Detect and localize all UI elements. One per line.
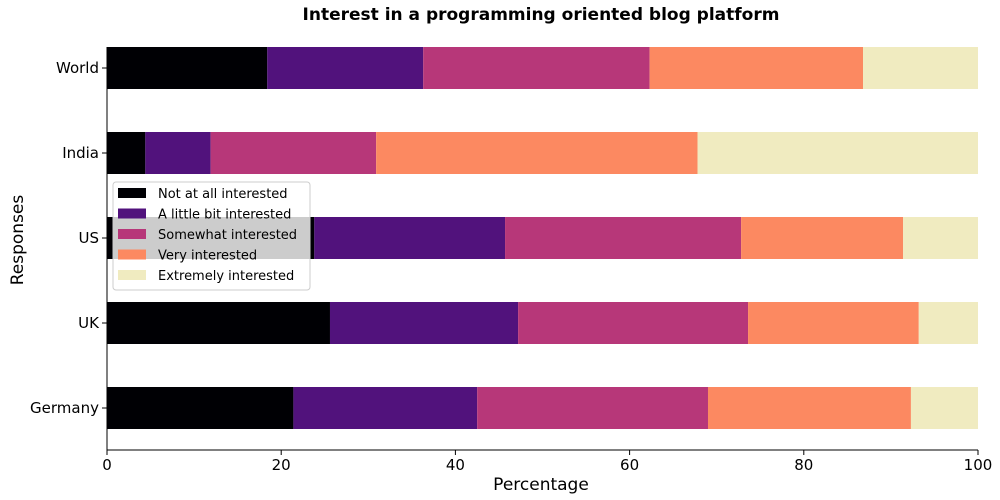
x-ticks-group: 0 20 40 60 80 100: [102, 450, 992, 474]
bar-uk-series-1: [107, 302, 330, 344]
bar-germany-series-1: [107, 387, 294, 429]
axes-group: [106, 47, 978, 451]
bar-world-series-1: [107, 47, 268, 89]
legend-label: Somewhat interested: [158, 228, 297, 243]
y-tick-label-us: US: [78, 229, 99, 247]
legend-label: Very interested: [158, 249, 257, 264]
x-tick-label: 40: [446, 456, 465, 474]
y-tick-label-uk: UK: [78, 314, 100, 332]
bar-world-series-2: [267, 47, 424, 89]
bar-india-series-1: [107, 132, 146, 174]
y-axis-label: Responses: [8, 195, 28, 286]
y-tick-label-world: World: [56, 59, 99, 77]
bar-india-series-2: [145, 132, 211, 174]
bar-uk-series-2: [329, 302, 519, 344]
bar-uk-series-5: [918, 302, 978, 344]
legend-label: Not at all interested: [158, 187, 288, 202]
legend-swatch: [118, 229, 146, 239]
bar-world-series-5: [863, 47, 978, 89]
legend-frame: [112, 181, 311, 291]
bar-india-series-4: [376, 132, 698, 174]
bars-group: [107, 47, 978, 429]
bar-uk-series-3: [518, 302, 749, 344]
bar-world-series-3: [423, 47, 650, 89]
x-tick-label: 60: [620, 456, 639, 474]
bar-india-series-5: [697, 132, 978, 174]
bar-world-series-4: [649, 47, 864, 89]
x-tick-label: 0: [102, 456, 112, 474]
bar-germany-series-3: [477, 387, 708, 429]
bar-us-series-4: [741, 217, 904, 259]
bar-us-series-5: [903, 217, 978, 259]
legend-swatch: [118, 208, 146, 219]
bar-uk-series-4: [748, 302, 919, 344]
x-tick-label: 80: [794, 456, 813, 474]
bar-germany-series-2: [293, 387, 478, 429]
legend-swatch: [118, 270, 146, 280]
legend: Not at all interested A little bit intere…: [112, 181, 311, 291]
y-ticks-group: World India US UK Germany: [30, 59, 107, 417]
x-tick-label: 100: [964, 456, 993, 474]
bar-germany-series-5: [910, 387, 978, 429]
bar-india-series-3: [210, 132, 377, 174]
bar-us-series-2: [314, 217, 506, 259]
bar-germany-series-4: [707, 387, 911, 429]
y-tick-label-india: India: [62, 144, 99, 162]
x-axis-label: Percentage: [493, 475, 589, 495]
legend-swatch: [118, 188, 146, 198]
chart-title: Interest in a programming oriented blog …: [303, 5, 780, 25]
bar-us-series-3: [505, 217, 742, 259]
legend-label: A little bit interested: [158, 208, 291, 223]
legend-swatch: [118, 249, 146, 260]
legend-label: Extremely interested: [158, 269, 294, 284]
x-tick-label: 20: [272, 456, 291, 474]
y-tick-label-germany: Germany: [30, 399, 99, 417]
